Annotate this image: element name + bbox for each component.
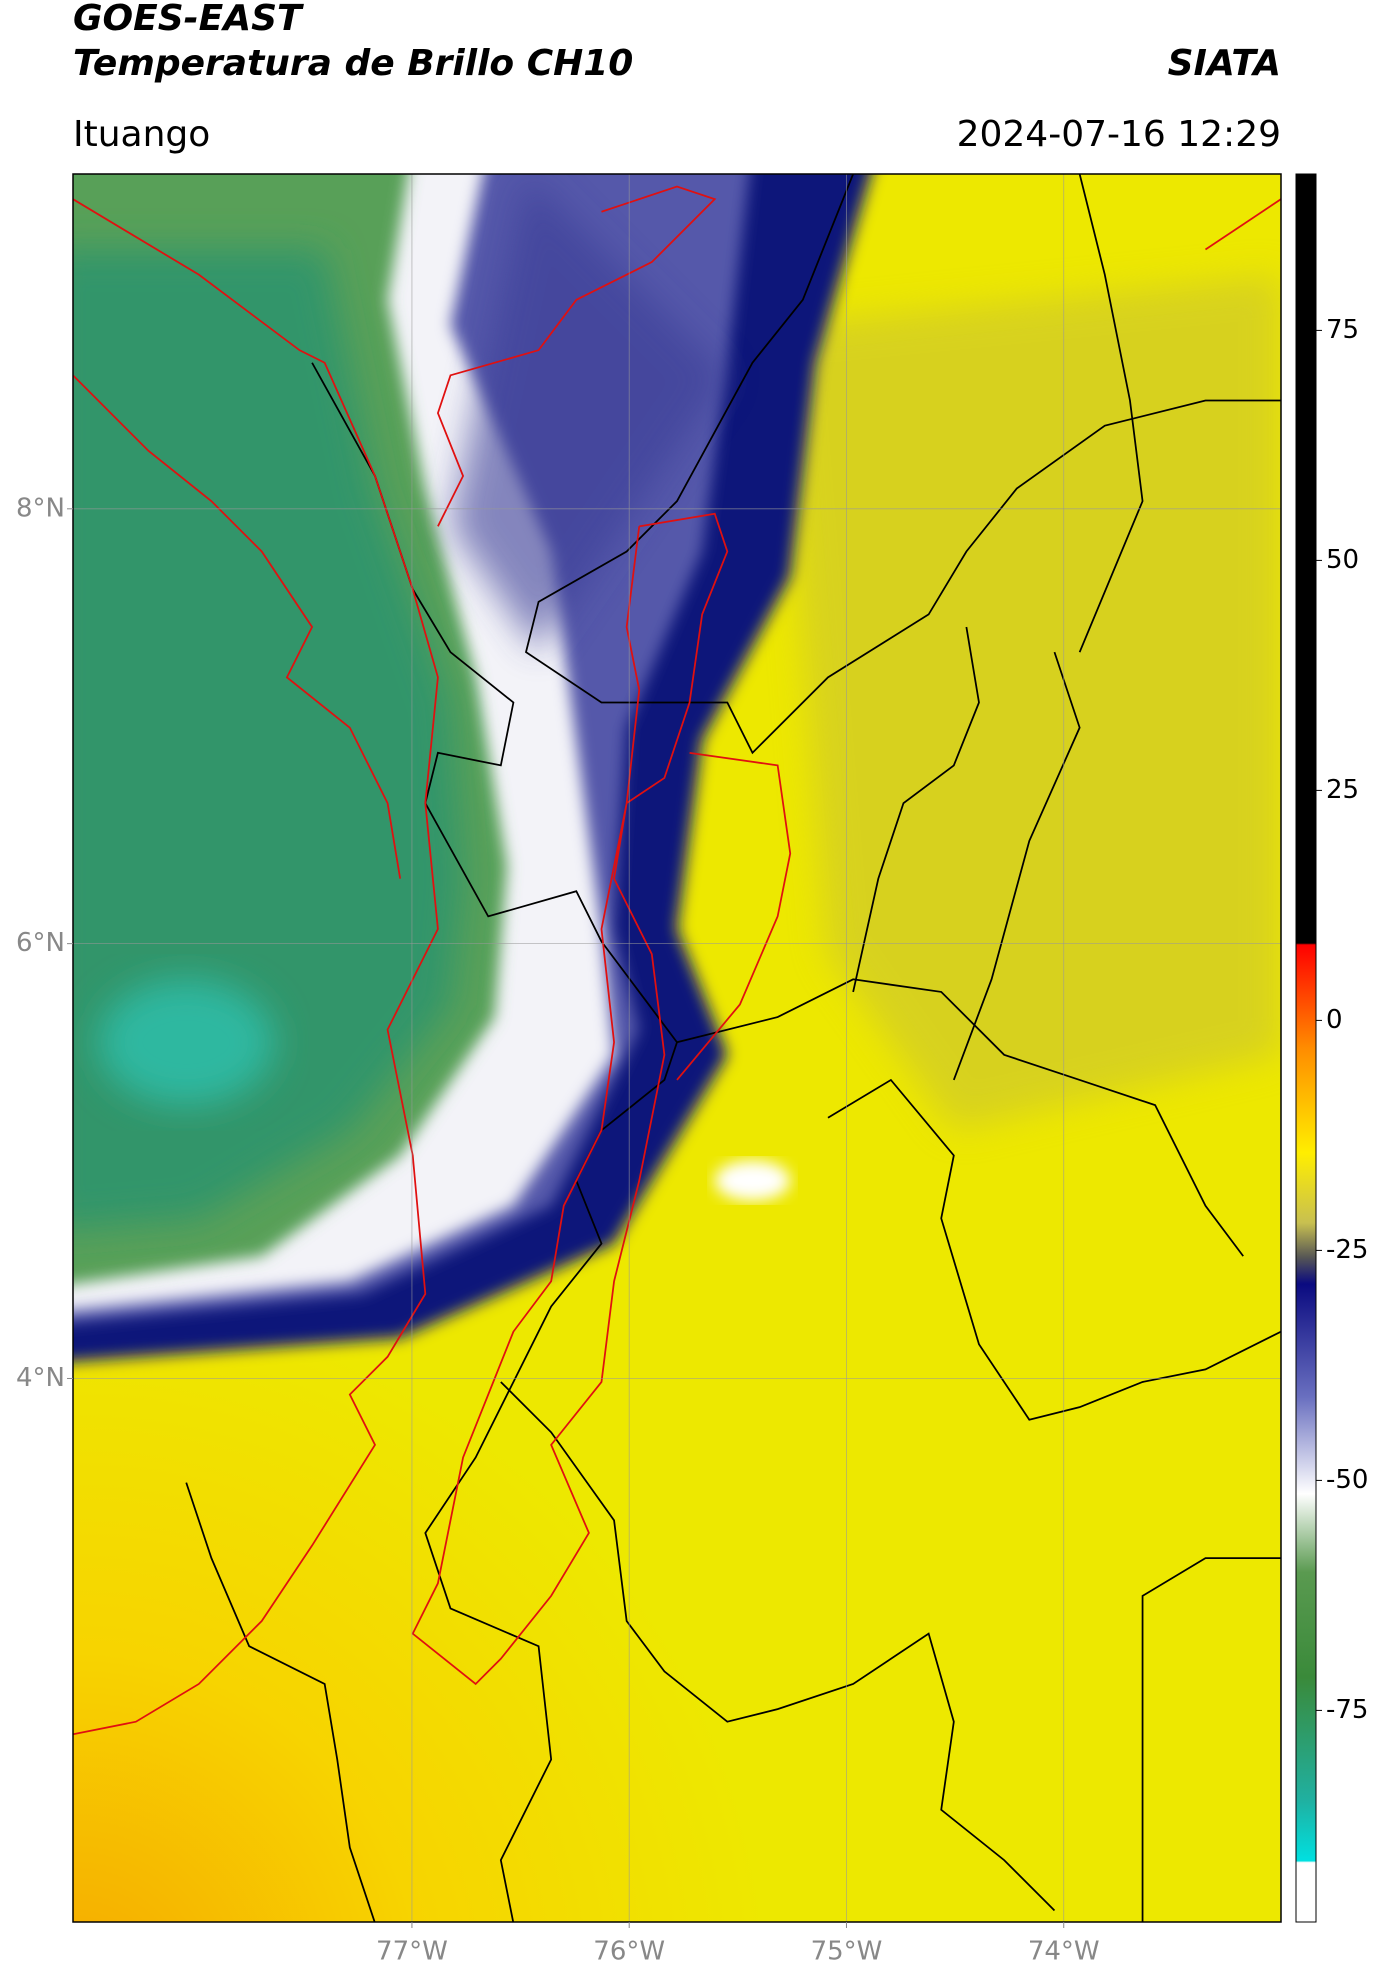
- colorbar-tick-label: -50: [1326, 1465, 1368, 1495]
- datetime-label: 2024-07-16 12:29: [957, 114, 1281, 155]
- map-frame: [72, 173, 1282, 1923]
- colorbar-tick-label: -25: [1326, 1235, 1368, 1265]
- colorbar: [1295, 173, 1317, 1923]
- satellite-title: GOES-EAST: [73, 0, 304, 39]
- colorbar-tick-label: 50: [1326, 545, 1359, 575]
- x-tick-label: 74°W: [1028, 1937, 1100, 1967]
- x-tick-label: 77°W: [376, 1937, 448, 1967]
- y-tick-label: 4°N: [16, 1363, 65, 1393]
- y-tick-label: 8°N: [16, 493, 65, 523]
- colorbar-tick-label: -75: [1326, 1695, 1368, 1725]
- colorbar-tick-label: 75: [1326, 315, 1359, 345]
- map-image: [73, 174, 1281, 1922]
- x-tick-label: 75°W: [811, 1937, 883, 1967]
- location-label: Ituango: [73, 114, 210, 155]
- x-tick-label: 76°W: [593, 1937, 665, 1967]
- colorbar-tick-label: 0: [1326, 1005, 1343, 1035]
- source-label: SIATA: [1168, 43, 1281, 84]
- product-title: Temperatura de Brillo CH10: [73, 43, 633, 84]
- y-tick-label: 6°N: [16, 928, 65, 958]
- colorbar-tick-label: 25: [1326, 775, 1359, 805]
